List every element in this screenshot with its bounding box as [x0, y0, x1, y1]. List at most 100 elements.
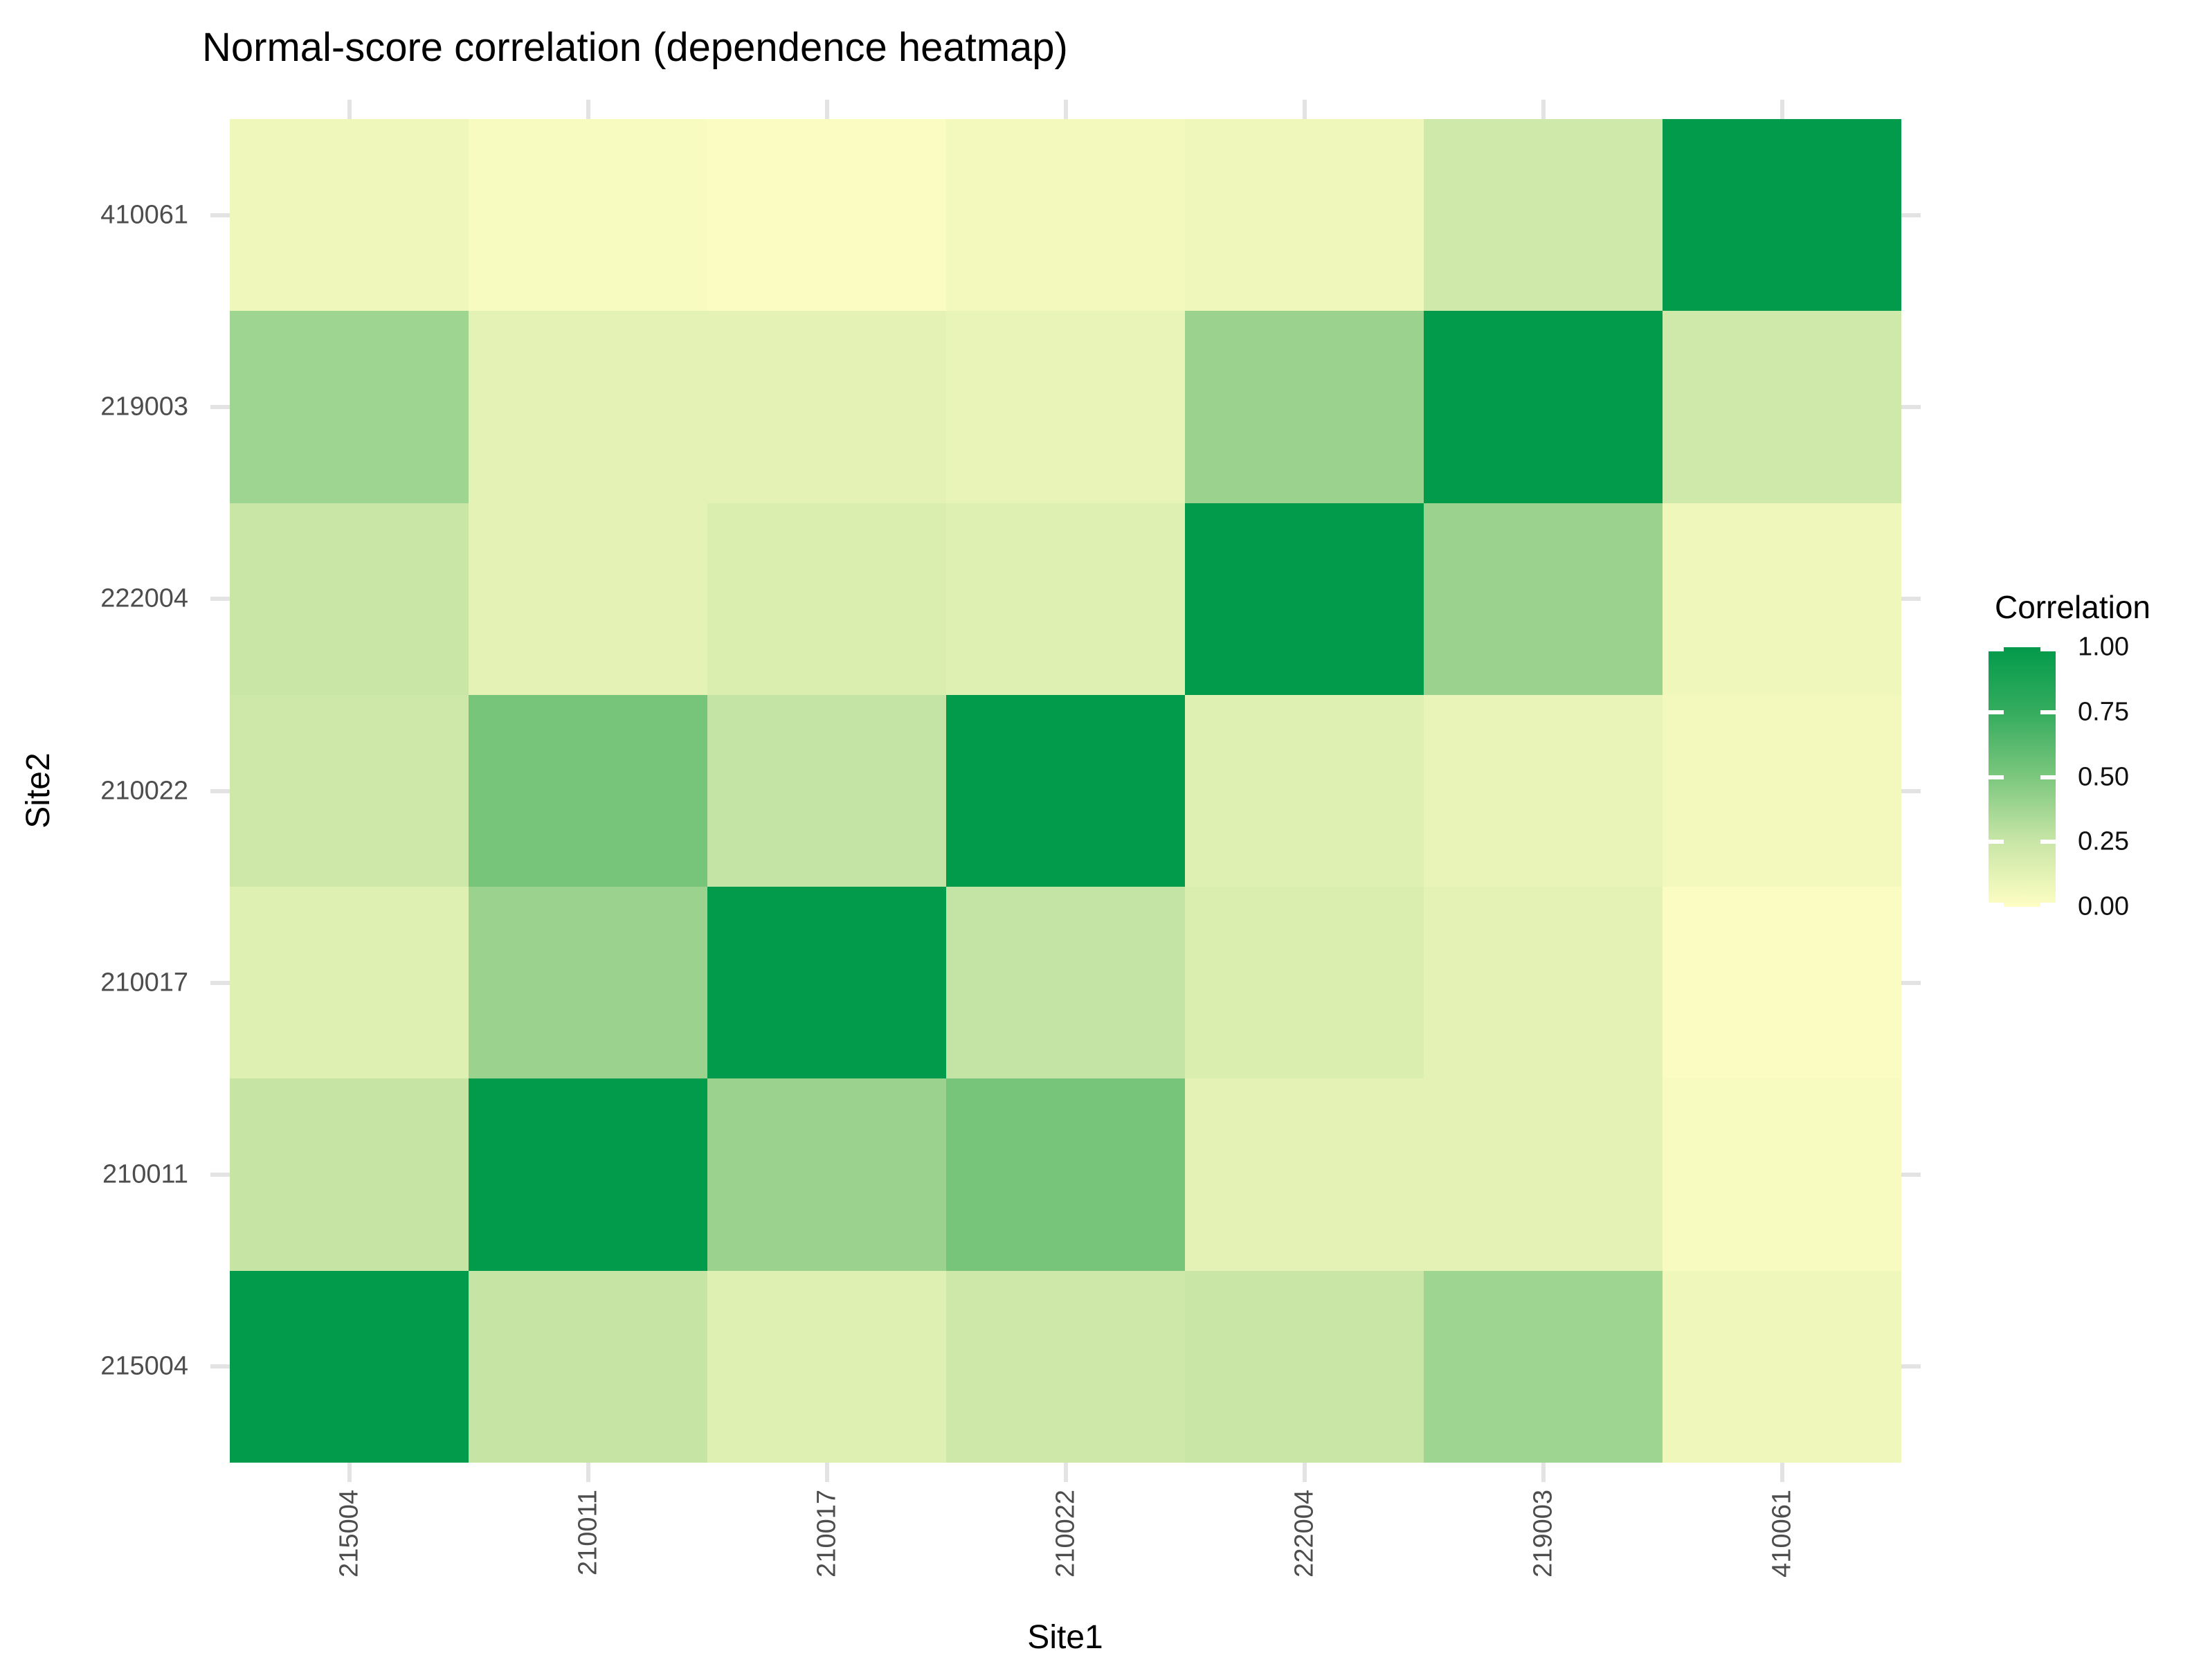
plot-title: Normal-score correlation (dependence hea…: [202, 25, 1068, 70]
heatmap-cell-222004-219003: [1424, 503, 1663, 695]
y-axis-title: Site2: [20, 752, 57, 829]
axis-tick-mark: [210, 980, 230, 985]
color-legend: Correlation 1.00 0.75 0.50 0.25 0.00: [1980, 588, 2210, 976]
heatmap-cell-222004-215004: [230, 503, 469, 695]
axis-tick-mark: [210, 1364, 230, 1369]
legend-title: Correlation: [1995, 589, 2150, 625]
heatmap-cell-410061-210022: [946, 119, 1185, 311]
axis-tick-mark: [1901, 1364, 1921, 1369]
legend-tick-label-0.00: 0.00: [2078, 892, 2129, 921]
x-tick-label-222004: 222004: [1289, 1490, 1319, 1578]
heatmap-cell-210011-210011: [469, 1078, 707, 1271]
heatmap-cell-219003-410061: [1663, 311, 1901, 503]
heatmap-cell-210011-210022: [946, 1078, 1185, 1271]
legend-tick-notch: [1989, 840, 2004, 844]
axis-tick-mark: [1779, 100, 1784, 119]
heatmap-cell-222004-210022: [946, 503, 1185, 695]
heatmap-cell-410061-410061: [1663, 119, 1901, 311]
heatmap-cell-410061-210017: [707, 119, 946, 311]
y-tick-label-222004: 222004: [100, 584, 188, 613]
heatmap-cell-210011-410061: [1663, 1078, 1901, 1271]
axis-tick-mark: [1901, 788, 1921, 793]
heatmap-cell-410061-210011: [469, 119, 707, 311]
heatmap-cell-210022-210017: [707, 694, 946, 887]
heatmap-cell-210011-210017: [707, 1078, 946, 1271]
y-tick-label-219003: 219003: [100, 392, 188, 422]
heatmap-cell-210017-210022: [946, 887, 1185, 1079]
legend-tick-notch: [2040, 775, 2056, 779]
y-tick-label-210017: 210017: [100, 968, 188, 997]
axis-tick-mark: [347, 100, 352, 119]
heatmap-cell-215004-210017: [707, 1270, 946, 1463]
y-tick-label-210011: 210011: [102, 1159, 188, 1189]
axis-tick-mark: [1302, 1463, 1307, 1482]
heatmap-cell-210017-210011: [469, 887, 707, 1079]
heatmap-cell-410061-219003: [1424, 119, 1663, 311]
heatmap-cell-210017-410061: [1663, 887, 1901, 1079]
heatmap-cell-219003-210011: [469, 311, 707, 503]
axis-tick-mark: [210, 404, 230, 409]
axis-tick-mark: [824, 100, 829, 119]
legend-tick-notch: [2040, 840, 2056, 844]
heatmap-cell-210011-219003: [1424, 1078, 1663, 1271]
heatmap-cell-219003-219003: [1424, 311, 1663, 503]
heatmap-cell-215004-215004: [230, 1270, 469, 1463]
y-tick-label-410061: 410061: [100, 200, 188, 230]
heatmap-cell-215004-219003: [1424, 1270, 1663, 1463]
x-axis-title: Site1: [1027, 1619, 1103, 1656]
axis-tick-mark: [1541, 100, 1546, 119]
axis-tick-mark: [210, 788, 230, 793]
axis-tick-mark: [210, 213, 230, 217]
heatmap-cell-219003-210017: [707, 311, 946, 503]
heatmap-cell-219003-210022: [946, 311, 1185, 503]
legend-tick-notch: [1989, 775, 2004, 779]
axis-tick-mark: [1901, 213, 1921, 217]
heatmap-cell-222004-410061: [1663, 503, 1901, 695]
axis-tick-mark: [1901, 980, 1921, 985]
axis-tick-mark: [210, 1173, 230, 1177]
heatmap-cell-215004-222004: [1185, 1270, 1424, 1463]
heatmap-cell-210022-215004: [230, 694, 469, 887]
heatmap-panel: [230, 119, 1901, 1463]
heatmap-cell-210017-215004: [230, 887, 469, 1079]
heatmap-cell-210011-222004: [1185, 1078, 1424, 1271]
heatmap-cell-210022-210011: [469, 694, 707, 887]
axis-tick-mark: [1901, 404, 1921, 409]
legend-tick-label-1.00: 1.00: [2078, 632, 2129, 662]
y-tick-label-215004: 215004: [100, 1351, 188, 1381]
axis-tick-mark: [1063, 1463, 1068, 1482]
heatmap-cell-210011-215004: [230, 1078, 469, 1271]
x-tick-label-210022: 210022: [1051, 1490, 1080, 1578]
axis-tick-mark: [586, 100, 590, 119]
heatmap-cell-222004-222004: [1185, 503, 1424, 695]
y-tick-label-210022: 210022: [100, 776, 188, 805]
axis-tick-mark: [1779, 1463, 1784, 1482]
x-tick-label-210017: 210017: [812, 1490, 841, 1578]
legend-tick-notch: [1989, 710, 2004, 714]
axis-tick-mark: [824, 1463, 829, 1482]
heatmap-cell-210022-410061: [1663, 694, 1901, 887]
heatmap-cell-210022-222004: [1185, 694, 1424, 887]
legend-tick-notch: [1989, 647, 2004, 651]
heatmap-cell-210022-219003: [1424, 694, 1663, 887]
x-tick-label-410061: 410061: [1767, 1490, 1796, 1578]
axis-tick-mark: [347, 1463, 352, 1482]
heatmap-cell-222004-210017: [707, 503, 946, 695]
legend-tick-label-0.25: 0.25: [2078, 827, 2129, 856]
x-tick-label-219003: 219003: [1528, 1490, 1557, 1578]
axis-tick-mark: [1541, 1463, 1546, 1482]
heatmap-cell-222004-210011: [469, 503, 707, 695]
axis-tick-mark: [1901, 1173, 1921, 1177]
heatmap-cell-215004-410061: [1663, 1270, 1901, 1463]
legend-tick-label-0.50: 0.50: [2078, 762, 2129, 791]
axis-tick-mark: [1063, 100, 1068, 119]
heatmap-cell-219003-222004: [1185, 311, 1424, 503]
legend-tick-notch: [1989, 903, 2004, 907]
heatmap-cell-410061-222004: [1185, 119, 1424, 311]
axis-tick-mark: [586, 1463, 590, 1482]
legend-tick-notch: [2040, 710, 2056, 714]
legend-tick-label-0.75: 0.75: [2078, 697, 2129, 727]
axis-tick-mark: [1302, 100, 1307, 119]
axis-tick-mark: [210, 597, 230, 602]
